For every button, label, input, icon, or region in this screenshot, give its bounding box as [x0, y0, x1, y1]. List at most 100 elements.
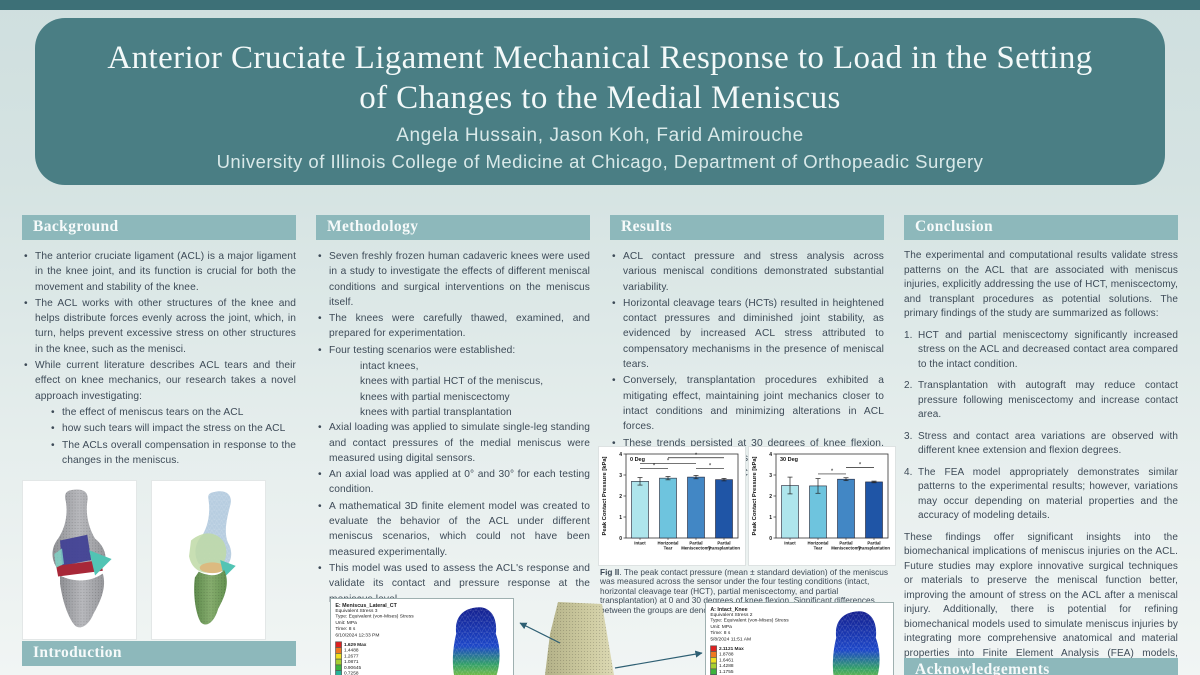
num-item-item: 1. HCT and partial meniscectomy significa…: [904, 329, 1178, 370]
poster-header: Anterior Cruciate Ligament Mechanical Re…: [35, 18, 1165, 185]
bullet-item: ACL contact pressure and stress analysis…: [610, 249, 884, 295]
bullet-item: Seven freshly frozen human cadaveric kne…: [316, 249, 590, 310]
svg-text:Peak Contact Pressure [kPa]: Peak Contact Pressure [kPa]: [752, 456, 758, 535]
svg-text:*: *: [859, 463, 862, 469]
fea-line-item: Time: 8 s: [710, 630, 731, 636]
svg-text:Partial: Partial: [867, 541, 880, 546]
svg-text:*: *: [667, 458, 670, 464]
svg-text:4: 4: [769, 452, 772, 458]
fea-line-item: 5/8/2024 11:51 AM: [710, 636, 752, 642]
poster-authors: Angela Hussain, Jason Koh, Farid Amirouc…: [396, 124, 804, 146]
bullet-item: Conversely, transplantation procedures e…: [610, 373, 884, 434]
svg-text:2: 2: [619, 494, 622, 500]
num-item-item: 4. The FEA model appropriately demonstrat…: [904, 466, 1178, 522]
column-methodology: Methodology Seven freshly frozen human c…: [316, 215, 590, 608]
svg-text:3: 3: [619, 473, 622, 479]
svg-text:0 Deg: 0 Deg: [630, 457, 645, 463]
section-header-methodology: Methodology: [316, 215, 590, 240]
fea-left-title: E: Meniscus_Lateral_CT: [335, 601, 397, 609]
fea-right-stress-contour-icon: [832, 611, 880, 675]
bullet-item: While current literature describes ACL t…: [22, 358, 296, 404]
section-acknowledgements: Acknowledgements: [904, 658, 1178, 675]
bullet-item: The knees were carefully thawed, examine…: [316, 311, 590, 342]
methodology-bullets-2: Axial loading was applied to simulate si…: [316, 420, 590, 607]
svg-text:2: 2: [769, 494, 772, 500]
poster-title: Anterior Cruciate Ligament Mechanical Re…: [107, 40, 1093, 117]
svg-text:Intact: Intact: [634, 541, 646, 546]
fea-right-info-lines: Equivalent Stress 2 Type: Equivalent (von…: [710, 612, 893, 643]
sub-bullet-item: how such tears will impact the stress on…: [22, 421, 296, 437]
fea-line-item: 6/10/2024 12:33 PM: [335, 632, 380, 638]
svg-text:Intact: Intact: [784, 541, 796, 546]
column-background: Background The anterior cruciate ligamen…: [22, 215, 296, 641]
svg-text:Partial: Partial: [717, 541, 730, 546]
bar-chart-30deg: 0 1 2 3 4 Peak Contact Pressure [kPa] Intact Ho…: [748, 446, 896, 566]
knee-model-figures: [22, 480, 296, 641]
svg-text:Transplantation: Transplantation: [858, 546, 890, 551]
svg-text:*: *: [695, 453, 698, 459]
svg-text:Partial: Partial: [839, 541, 852, 546]
plain-line-item: knees with partial HCT of the meniscus,: [360, 376, 544, 388]
section-header-results: Results: [610, 215, 884, 240]
section-header-conclusion: Conclusion: [904, 215, 1178, 240]
svg-text:Peak Contact Pressure [kPa]: Peak Contact Pressure [kPa]: [602, 456, 608, 535]
svg-text:30 Deg: 30 Deg: [780, 457, 798, 463]
plain-line-item: knees with partial meniscectomy: [360, 391, 510, 403]
peak-contact-pressure-charts: 0 1 2 3 4 Peak Contact Pressure [kPa] Intact Ho…: [598, 446, 896, 566]
fea-line-item: Time: 8 s: [335, 626, 356, 632]
fea-result-intact-knee: A: Intact_Knee Equivalent Stress 2 Type: …: [705, 602, 894, 675]
svg-text:Meniscectomy: Meniscectomy: [681, 546, 711, 551]
fea-left-legend: 1.629 Max 1.4488 1.2677 1.0871 0.90645 0.7258: [335, 641, 513, 675]
svg-text:Meniscectomy: Meniscectomy: [831, 546, 861, 551]
gray-knee-fe-model-icon: [52, 489, 112, 628]
svg-text:1: 1: [769, 515, 772, 521]
fea-line-item: Type: Equivalent (von-Mises) Stress: [710, 618, 789, 624]
fea-line-item: Unit: MPa: [710, 624, 732, 630]
svg-text:Tear: Tear: [664, 546, 673, 551]
svg-text:4: 4: [619, 452, 622, 458]
section-introduction: Introduction: [22, 641, 296, 666]
bullet-item: A mathematical 3D finite element model w…: [316, 499, 590, 560]
svg-text:1: 1: [619, 515, 622, 521]
num-item-item: 3. Stress and contact area variations are…: [904, 430, 1178, 457]
svg-text:Horizontal: Horizontal: [807, 541, 828, 546]
plain-line-item: intact knees,: [360, 361, 419, 373]
arrow-to-left-fea-icon: [519, 622, 561, 644]
conclusion-numbered-list: 1. HCT and partial meniscectomy significa…: [904, 329, 1178, 524]
svg-text:Tear: Tear: [814, 546, 823, 551]
background-sub-bullet-list: the effect of meniscus tears on the ACLh…: [22, 405, 296, 468]
legend-swatch-icon: [335, 670, 342, 675]
fea-right-annotation: A: Intact_Knee Equivalent Stress 2 Type: …: [706, 603, 893, 675]
bullet-item: The anterior cruciate ligament (ACL) is …: [22, 249, 296, 295]
svg-text:*: *: [709, 464, 712, 470]
svg-text:*: *: [653, 464, 656, 470]
fea-line-item: Equivalent Stress 2: [710, 612, 753, 618]
conclusion-outro-paragraph: These findings offer significant insight…: [904, 531, 1178, 674]
knee-model-image-color: [151, 480, 266, 641]
colored-knee-fe-model-icon: [189, 491, 236, 625]
svg-text:Partial: Partial: [689, 541, 702, 546]
bullet-item: Horizontal cleavage tears (HCTs) resulte…: [610, 296, 884, 372]
top-accent-strip: [0, 0, 1200, 10]
arrow-to-right-fea-icon: [614, 650, 703, 669]
sub-bullet-item: The ACLs overall compensation in respons…: [22, 438, 296, 469]
knee-model-image-gray: [22, 480, 137, 641]
fea-line-item: Unit: MPa: [335, 620, 357, 626]
fe-mesh-knee-with-arrows: [519, 602, 703, 675]
svg-text:3: 3: [769, 473, 772, 479]
fea-left-annotation: E: Meniscus_Lateral_CT Equivalent Stress…: [331, 599, 513, 675]
fea-left-stress-contour-icon: [452, 607, 500, 675]
fea-right-title: A: Intact_Knee: [710, 605, 748, 613]
figure-2-caption-label: Fig II: [600, 567, 620, 577]
svg-text:Horizontal: Horizontal: [657, 541, 678, 546]
sub-bullet-item: the effect of meniscus tears on the ACL: [22, 405, 296, 421]
bullet-item: The ACL works with other structures of t…: [22, 296, 296, 357]
num-item-item: 2. Transplantation with autograft may red…: [904, 380, 1178, 420]
fea-line-item: Type: Equivalent (von-Mises) Stress: [335, 614, 414, 620]
svg-text:*: *: [831, 469, 834, 475]
bullet-item: Axial loading was applied to simulate si…: [316, 420, 590, 466]
svg-text:0: 0: [619, 536, 622, 542]
methodology-bullets-1: Seven freshly frozen human cadaveric kne…: [316, 249, 590, 358]
